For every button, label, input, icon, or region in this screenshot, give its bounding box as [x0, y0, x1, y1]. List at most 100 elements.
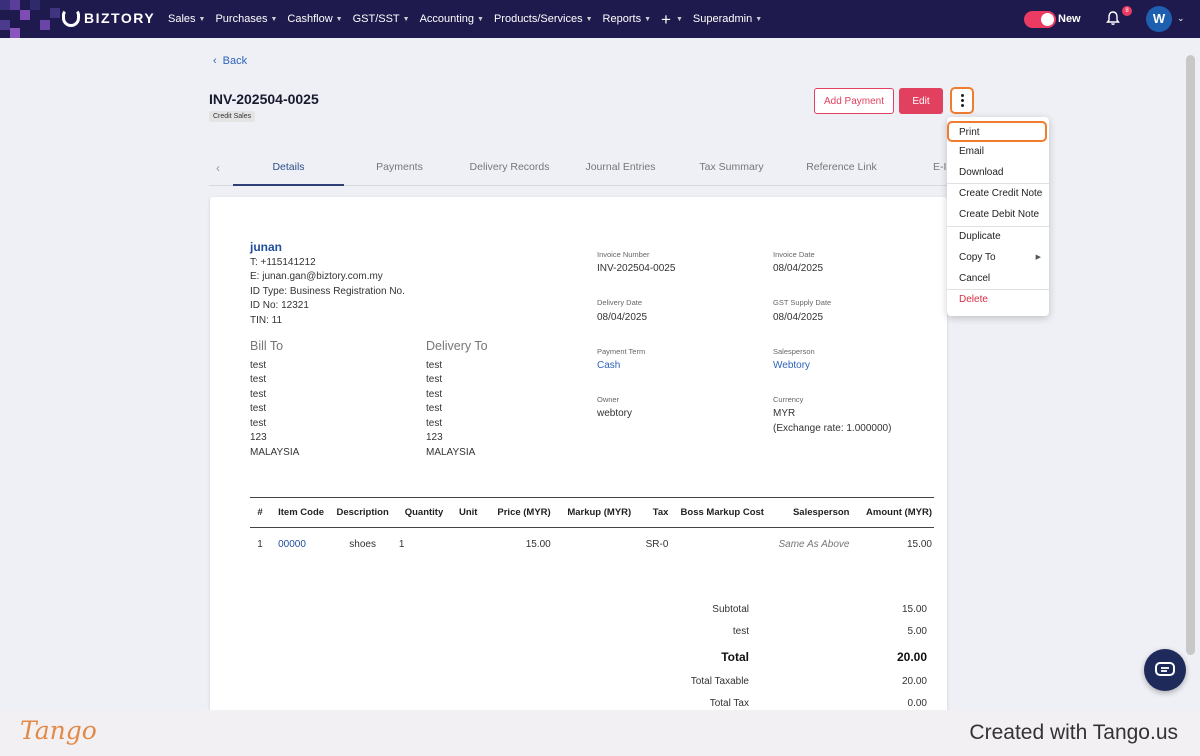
bill-to-line: 123: [250, 432, 267, 443]
biztory-logo-icon: [62, 9, 80, 27]
page-scrollbar[interactable]: [1186, 55, 1195, 655]
menu-item-cancel[interactable]: Cancel: [959, 272, 991, 284]
total-taxable-label: Total Taxable: [690, 676, 749, 687]
row-no: 1: [257, 539, 263, 551]
delivery-to-line: test: [426, 418, 443, 429]
back-link[interactable]: ‹ Back: [213, 55, 247, 67]
tab-delivery-records[interactable]: Delivery Records: [469, 161, 550, 173]
col-salesperson-header: Salesperson: [765, 497, 852, 528]
chevron-down-icon[interactable]: ⌄: [1177, 13, 1185, 23]
nav-purchases[interactable]: Purchases ▼: [215, 13, 277, 25]
biztory-logo[interactable]: BIZTORY: [62, 9, 155, 27]
col-quantity-header: Quantity: [393, 497, 455, 528]
more-actions-menu: Print Email Download Create Credit Note …: [947, 117, 1049, 316]
main-menu: Sales ▼ Purchases ▼ Cashflow ▼ GST/SST ▼ Acc…: [168, 0, 772, 38]
nav-superadmin[interactable]: Superadmin ▼: [693, 13, 762, 25]
tab-e-invoice[interactable]: E-In: [933, 161, 949, 173]
chevron-down-icon: ▼: [270, 15, 278, 23]
tab-tax-summary[interactable]: Tax Summary: [699, 161, 764, 173]
nav-sales[interactable]: Sales ▼: [168, 13, 205, 25]
delivery-to-heading: Delivery To: [426, 339, 488, 353]
tab-details[interactable]: Details: [233, 152, 344, 186]
payment-term-value[interactable]: Cash: [597, 360, 621, 371]
menu-item-duplicate[interactable]: Duplicate: [959, 230, 1001, 242]
invoice-tabs: ‹ Details Payments Delivery Records Jour…: [209, 152, 949, 186]
menu-item-copy-to[interactable]: Copy To ▶: [947, 248, 1049, 269]
chat-icon: [1155, 662, 1175, 676]
payment-term-label: Payment Term: [597, 347, 646, 356]
row-item-code[interactable]: 00000: [278, 539, 306, 551]
menu-item-delete[interactable]: Delete: [959, 294, 988, 306]
row-tax: SR-0: [645, 539, 669, 551]
bill-to-line: test: [250, 418, 267, 429]
menu-item-download[interactable]: Download: [959, 166, 1004, 178]
nav-reports[interactable]: Reports ▼: [603, 13, 651, 25]
nav-products-services-label: Products/Services: [493, 13, 583, 25]
col-markup-header: Markup (MYR): [552, 497, 634, 528]
new-ui-toggle[interactable]: [1024, 11, 1056, 28]
delivery-to-line: test: [426, 360, 443, 371]
menu-item-create-credit-note[interactable]: Create Credit Note: [959, 188, 1043, 200]
logo-pixel-background: [0, 0, 70, 38]
page-title: INV-202504-0025: [209, 91, 319, 107]
total-tax-value: 0.00: [907, 698, 927, 709]
salesperson-value[interactable]: Webtory: [773, 360, 811, 371]
row-salesperson: Same As Above: [778, 539, 850, 551]
table-header-row: # Item Code Description Quantity Unit Pr…: [250, 497, 934, 528]
more-actions-button[interactable]: [950, 87, 974, 114]
total-value: 20.00: [896, 650, 927, 664]
currency-label: Currency: [773, 395, 804, 404]
line-items-table: # Item Code Description Quantity Unit Pr…: [250, 497, 934, 562]
bill-to-line: MALAYSIA: [250, 447, 300, 458]
menu-item-email[interactable]: Email: [959, 145, 985, 157]
test-charge-value: 5.00: [907, 626, 927, 637]
chevron-down-icon: ▼: [585, 15, 593, 23]
nav-products-services[interactable]: Products/Services ▼: [494, 13, 593, 25]
row-quantity: 1: [398, 539, 405, 551]
chevron-right-icon: ▶: [1035, 253, 1041, 261]
nav-cashflow[interactable]: Cashflow ▼: [287, 13, 342, 25]
edit-button[interactable]: Edit: [899, 88, 943, 114]
invoice-number-label: Invoice Number: [597, 250, 650, 259]
invoice-date-value: 08/04/2025: [773, 263, 824, 274]
delivery-to-line: MALAYSIA: [426, 447, 476, 458]
bell-icon[interactable]: [1105, 10, 1121, 26]
nav-accounting-label: Accounting: [419, 13, 475, 25]
user-avatar[interactable]: W: [1146, 6, 1172, 32]
add-payment-button[interactable]: Add Payment: [814, 88, 894, 114]
owner-label: Owner: [597, 395, 620, 404]
nav-quick-add[interactable]: + ▼: [661, 11, 683, 28]
menu-divider: [947, 289, 1049, 291]
nav-gst-sst-label: GST/SST: [352, 13, 400, 25]
tab-reference-link[interactable]: Reference Link: [806, 161, 877, 173]
chat-support-button[interactable]: [1144, 649, 1186, 691]
menu-item-create-debit-note[interactable]: Create Debit Note: [959, 209, 1040, 221]
tab-payments[interactable]: Payments: [376, 161, 423, 173]
delivery-date-value: 08/04/2025: [597, 312, 648, 323]
chevron-down-icon: ▼: [402, 15, 410, 23]
bill-to-line: test: [250, 389, 267, 400]
subtotal-value: 15.00: [901, 604, 927, 615]
nav-gst-sst[interactable]: GST/SST ▼: [353, 13, 410, 25]
chevron-down-icon: ▼: [198, 15, 206, 23]
row-amount: 15.00: [906, 539, 932, 551]
top-navbar: BIZTORY Sales ▼ Purchases ▼ Cashflow ▼ GST/…: [0, 0, 1200, 38]
col-no-header: #: [250, 497, 271, 528]
tab-scroll-left-icon[interactable]: ‹: [216, 161, 220, 175]
row-markup: [553, 528, 633, 562]
tab-journal-entries[interactable]: Journal Entries: [585, 161, 656, 173]
menu-item-print[interactable]: Print: [947, 121, 1047, 142]
menu-divider: [947, 225, 1049, 227]
test-charge-label: test: [732, 626, 749, 637]
nav-reports-label: Reports: [602, 13, 642, 25]
bill-to-line: test: [250, 360, 267, 371]
customer-name[interactable]: junan: [250, 240, 282, 254]
invoice-type-badge: Credit Sales: [209, 111, 256, 122]
row-price: 15.00: [525, 539, 551, 551]
back-label: Back: [222, 55, 248, 67]
nav-accounting[interactable]: Accounting ▼: [420, 13, 484, 25]
owner-value: webtory: [597, 408, 633, 419]
nav-superadmin-label: Superadmin: [692, 13, 753, 25]
total-taxable-value: 20.00: [901, 676, 927, 687]
chevron-down-icon: ▼: [755, 15, 763, 23]
